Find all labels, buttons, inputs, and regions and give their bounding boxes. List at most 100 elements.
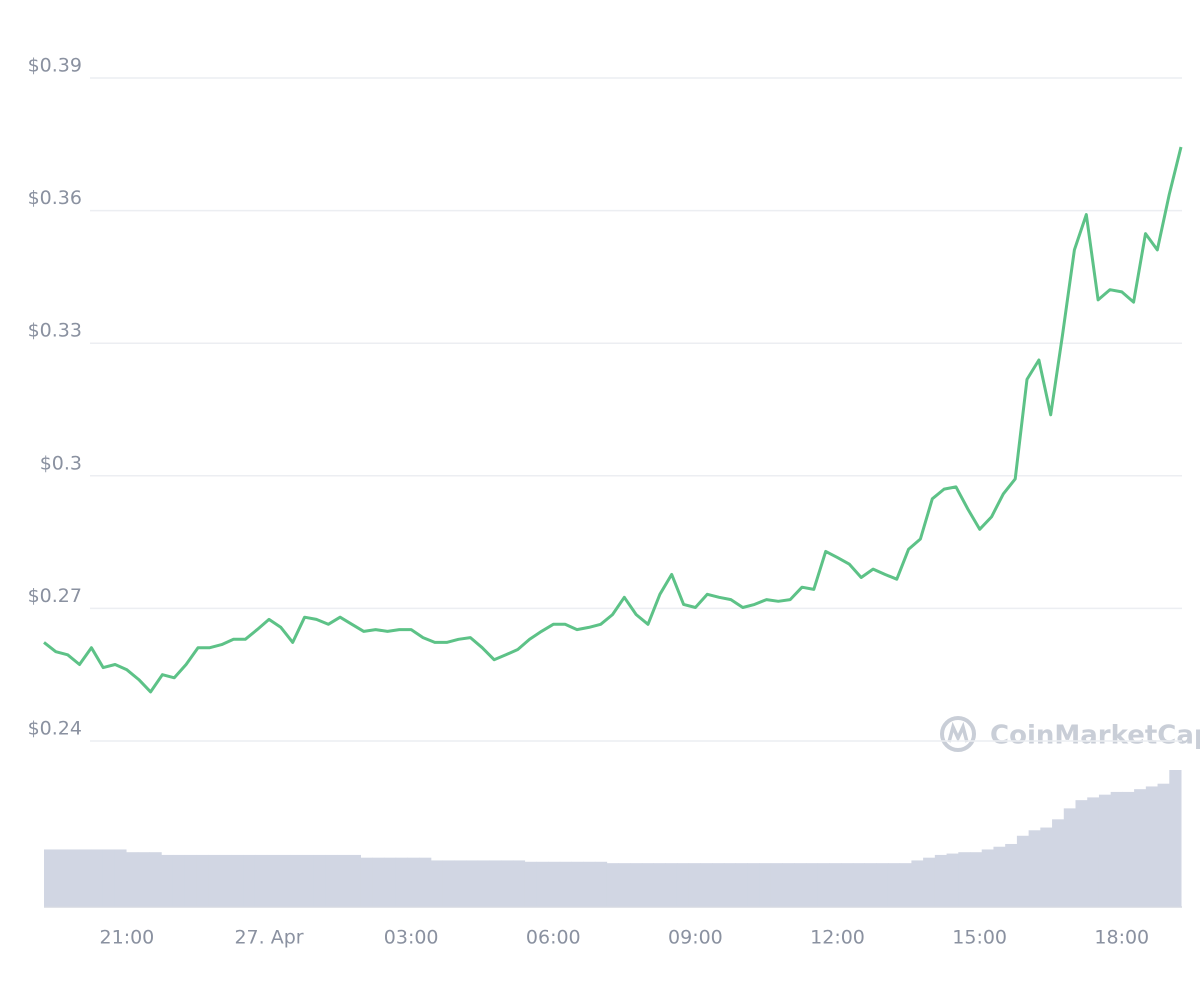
volume-bar [700, 863, 713, 907]
volume-bar [653, 863, 666, 907]
volume-bar [583, 861, 596, 907]
volume-bar [723, 863, 737, 907]
volume-bar [676, 863, 690, 907]
price-line [43, 146, 1183, 694]
volume-bar [184, 854, 197, 907]
volume-bar [266, 854, 279, 907]
volume-bar [137, 852, 150, 907]
volume-bar [782, 863, 795, 907]
volume-bar [301, 854, 315, 907]
volume-bar [1063, 808, 1077, 907]
volume-bar [430, 860, 444, 907]
volume-bar [219, 854, 233, 907]
volume-bar [1005, 843, 1018, 907]
volume-bar [419, 857, 432, 907]
volume-bar [407, 857, 420, 907]
volume-bar [149, 852, 162, 907]
volume-bar [44, 849, 57, 907]
volume-bar [489, 860, 502, 907]
volume-bar [348, 854, 361, 907]
volume-bar [383, 857, 397, 907]
volume-bar [993, 846, 1006, 907]
volume-bar [1075, 800, 1088, 907]
volume-bar [805, 863, 819, 907]
volume-bar [1040, 827, 1053, 907]
volume-bar [1134, 789, 1147, 907]
volume-bar [817, 863, 830, 907]
volume-bar [688, 863, 701, 907]
volume-bar [290, 854, 303, 907]
volume-bar [172, 854, 186, 907]
volume-bar [887, 863, 901, 907]
volume-bar [325, 854, 338, 907]
volume-bar [536, 861, 549, 907]
volume-bar [665, 863, 678, 907]
volume-bar [759, 863, 772, 907]
volume-bar [1052, 819, 1065, 907]
volume-bar [606, 863, 619, 907]
volume-bar [594, 861, 608, 907]
x-tick-label: 27. Apr [234, 927, 303, 949]
y-tick-label: $0.36 [28, 187, 82, 209]
x-tick-label: 03:00 [384, 927, 439, 949]
volume-bar [1145, 786, 1159, 907]
volume-bar [794, 863, 807, 907]
volume-bar [618, 863, 631, 907]
volume-bar [395, 857, 408, 907]
volume-bar [1110, 791, 1123, 907]
volume-bar [559, 861, 572, 907]
volume-bar [477, 860, 490, 907]
y-tick-label: $0.24 [28, 718, 82, 740]
volume-bar [372, 857, 385, 907]
volume-bar [970, 852, 983, 907]
volume-bar [243, 854, 256, 907]
volume-bar [337, 854, 350, 907]
x-tick-label: 15:00 [952, 927, 1007, 949]
volume-bar [501, 860, 514, 907]
volume-bar [114, 849, 127, 907]
volume-bar [1098, 794, 1112, 907]
volume-bar [55, 849, 68, 907]
volume-bar [1016, 835, 1030, 907]
volume-bar [79, 849, 92, 907]
y-tick-label: $0.27 [28, 585, 82, 607]
volume-bar [911, 860, 924, 907]
volume-bar [1169, 770, 1182, 907]
volume-bar [67, 849, 80, 907]
volume-bar [981, 849, 994, 907]
volume-bar [852, 863, 866, 907]
x-tick-label: 09:00 [668, 927, 723, 949]
watermark-logo [940, 716, 976, 752]
volume-bar [208, 854, 221, 907]
volume-bar [958, 852, 971, 907]
volume-bar [254, 854, 268, 907]
volume-bar [641, 863, 655, 907]
volume-bar [841, 863, 854, 907]
volume-bar [524, 861, 537, 907]
volume-bar [571, 861, 584, 907]
volume-bar [1157, 783, 1170, 907]
volume-bar [712, 863, 725, 907]
volume-bar [1122, 791, 1135, 907]
volume-bar [946, 853, 959, 907]
volume-bar [278, 854, 291, 907]
x-tick-label: 18:00 [1094, 927, 1149, 949]
volume-bar [1028, 830, 1041, 907]
x-tick-label: 12:00 [810, 927, 865, 949]
volume-bar [465, 860, 479, 907]
x-tick-label: 21:00 [100, 927, 155, 949]
volume-bar [231, 854, 244, 907]
volume-bar [126, 852, 139, 907]
volume-bar [747, 863, 760, 907]
x-tick-label: 06:00 [526, 927, 581, 949]
volume-bar [864, 863, 877, 907]
volume-bar [161, 854, 174, 907]
watermark: CoinMarketCap [990, 721, 1200, 751]
volume-bar [313, 854, 326, 907]
volume-bar [770, 863, 783, 907]
volume-bar [102, 849, 115, 907]
volume-bar [923, 857, 936, 907]
volume-bar [876, 863, 889, 907]
volume-bar [196, 854, 209, 907]
